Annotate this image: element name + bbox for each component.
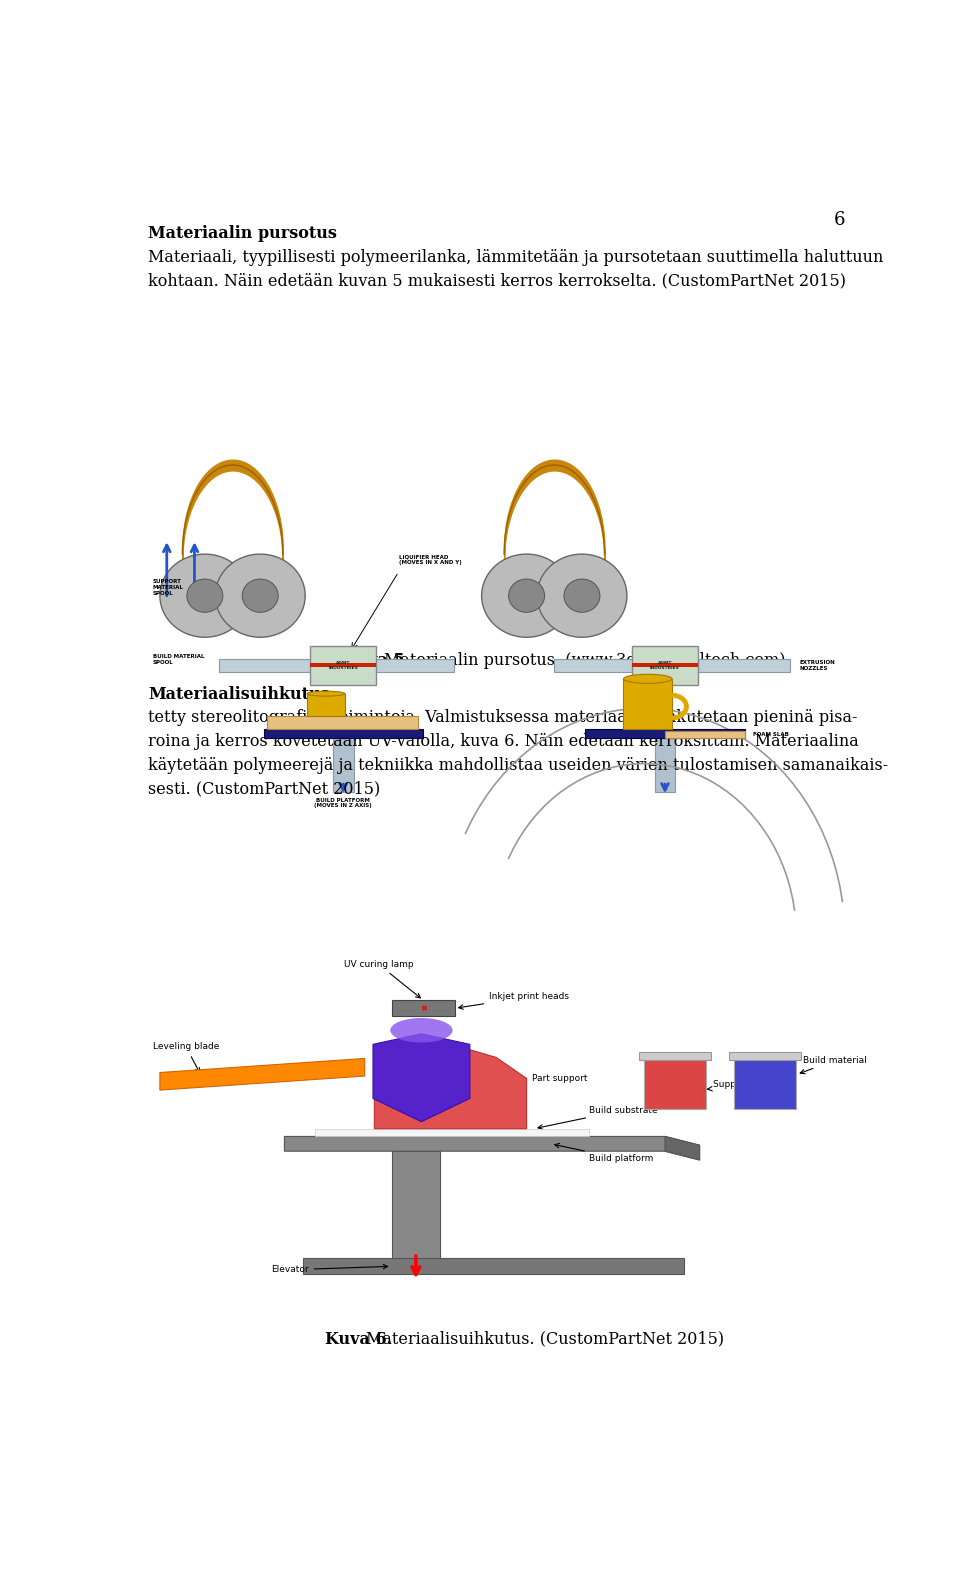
Text: LIQUIFIER HEAD
(MOVES IN X AND Y): LIQUIFIER HEAD (MOVES IN X AND Y)	[398, 554, 462, 565]
Text: ADMT
INDUSTRIES: ADMT INDUSTRIES	[650, 661, 680, 671]
Bar	[146, 940, 838, 1292]
Text: roina ja kerros kovetetaan UV-valolla, kuva 6. Näin edetään kerroksittain. Mater: roina ja kerros kovetetaan UV-valolla, k…	[148, 733, 859, 751]
Text: EXTRUSION
NOZZLES: EXTRUSION NOZZLES	[800, 660, 835, 671]
Ellipse shape	[564, 579, 600, 612]
Ellipse shape	[623, 674, 672, 683]
Polygon shape	[374, 1037, 527, 1129]
Bar	[267, 716, 418, 729]
Bar	[730, 1051, 802, 1059]
Bar	[146, 486, 838, 782]
Bar	[264, 729, 422, 738]
Text: Support material: Support material	[708, 1080, 790, 1091]
Bar	[310, 647, 376, 685]
Text: Materiaalin pursotus. (www.3dmaterialtech.com): Materiaalin pursotus. (www.3dmaterialtec…	[384, 652, 785, 669]
Ellipse shape	[187, 579, 223, 612]
Text: Leveling blade: Leveling blade	[153, 1042, 219, 1072]
Bar	[623, 678, 672, 729]
Bar	[632, 647, 698, 685]
Text: Build platform: Build platform	[555, 1143, 653, 1163]
Text: Materiaali, tyypillisesti polymeerilanka, lämmitetään ja pursotetaan suuttimella: Materiaali, tyypillisesti polymeerilanka…	[148, 249, 883, 266]
Text: Build substrate: Build substrate	[538, 1105, 658, 1129]
Bar	[393, 1001, 455, 1017]
Text: UV curing lamp: UV curing lamp	[344, 960, 420, 998]
Bar	[586, 729, 745, 738]
Bar	[333, 738, 353, 792]
Ellipse shape	[307, 691, 345, 696]
Text: Materiaalisuihkutus: Materiaalisuihkutus	[148, 686, 330, 704]
Text: sesti. (CustomPartNet 2015): sesti. (CustomPartNet 2015)	[148, 781, 380, 798]
Text: ADMT
INDUSTRIES: ADMT INDUSTRIES	[328, 661, 358, 671]
Bar	[734, 1059, 797, 1110]
Bar	[655, 738, 675, 792]
Bar	[392, 1151, 440, 1264]
Bar	[307, 694, 345, 716]
Text: Part: Part	[444, 1075, 522, 1096]
Bar	[310, 663, 376, 667]
Text: BUILD MATERIAL
SPOOL: BUILD MATERIAL SPOOL	[153, 653, 204, 664]
Text: 6: 6	[834, 211, 846, 228]
Text: Inkjet print heads: Inkjet print heads	[459, 992, 569, 1009]
Text: FOAM SLAB: FOAM SLAB	[753, 732, 788, 737]
Polygon shape	[665, 1136, 700, 1160]
Ellipse shape	[391, 1018, 452, 1042]
Ellipse shape	[509, 579, 544, 612]
Polygon shape	[284, 1136, 700, 1160]
Ellipse shape	[482, 554, 571, 637]
Bar	[315, 1129, 588, 1136]
Bar	[554, 660, 789, 672]
Bar	[644, 1059, 707, 1110]
Bar	[665, 730, 745, 738]
Text: Build material: Build material	[801, 1056, 867, 1073]
Ellipse shape	[215, 554, 305, 637]
Bar	[219, 660, 454, 672]
Text: kohtaan. Näin edetään kuvan 5 mukaisesti kerros kerrokselta. (CustomPartNet 2015: kohtaan. Näin edetään kuvan 5 mukaisesti…	[148, 272, 847, 290]
Text: Elevator: Elevator	[271, 1264, 388, 1275]
Text: Kuva 6.: Kuva 6.	[324, 1330, 392, 1347]
Ellipse shape	[537, 554, 627, 637]
Bar	[632, 663, 698, 667]
Text: BUILD PLATFORM
(MOVES IN Z AXIS): BUILD PLATFORM (MOVES IN Z AXIS)	[314, 798, 372, 809]
Text: tetty stereolitografian toimintoja. Valmistuksessa materiaali suihkutetaan pieni: tetty stereolitografian toimintoja. Valm…	[148, 710, 858, 727]
Text: Materiaalisuihkutus. (CustomPartNet 2015): Materiaalisuihkutus. (CustomPartNet 2015…	[366, 1330, 724, 1347]
Ellipse shape	[160, 554, 250, 637]
Text: Materiaalin pursotus: Materiaalin pursotus	[148, 225, 337, 242]
Text: käytetään polymeerejä ja tekniikka mahdollistaa useiden värien tulostamisen sama: käytetään polymeerejä ja tekniikka mahdo…	[148, 757, 889, 774]
Ellipse shape	[242, 579, 278, 612]
Text: SUPPORT
MATERIAL
SPOOL: SUPPORT MATERIAL SPOOL	[153, 579, 183, 595]
Text: Part support: Part support	[500, 1073, 588, 1084]
Polygon shape	[160, 1058, 365, 1091]
Text: ✖: ✖	[420, 1004, 427, 1012]
Text: Kuva 5.: Kuva 5.	[344, 652, 410, 669]
Polygon shape	[373, 1034, 469, 1122]
Bar	[303, 1258, 684, 1275]
Bar	[639, 1051, 711, 1059]
